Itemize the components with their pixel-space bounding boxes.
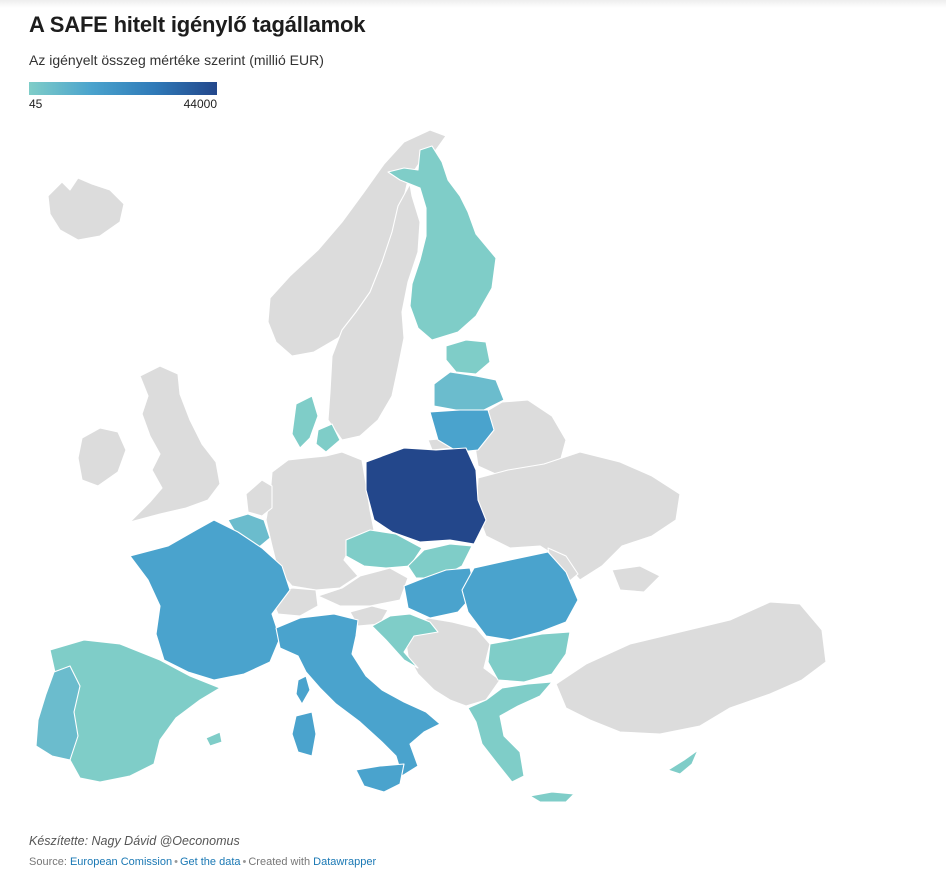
country-denmark[interactable] <box>291 395 341 453</box>
country-ireland[interactable] <box>77 427 127 487</box>
country-portugal[interactable] <box>35 665 81 761</box>
legend-labels: 45 44000 <box>29 97 217 113</box>
country-austria[interactable] <box>317 567 409 607</box>
country-iceland[interactable] <box>47 177 125 241</box>
country-uk[interactable] <box>129 365 221 523</box>
non-member-countries <box>47 129 827 735</box>
get-data-link[interactable]: Get the data <box>179 856 241 868</box>
country-sicily[interactable] <box>355 763 405 793</box>
country-netherlands[interactable] <box>245 479 273 517</box>
datawrapper-link[interactable]: Datawrapper <box>313 856 377 868</box>
country-slovakia[interactable] <box>407 543 473 579</box>
source-prefix: Source: <box>29 856 70 868</box>
separator-dot: • <box>174 856 178 868</box>
member-countries <box>35 145 699 803</box>
country-lithuania[interactable] <box>429 409 495 453</box>
country-crete[interactable] <box>529 791 575 803</box>
country-croatia[interactable] <box>371 613 439 669</box>
separator-dot: • <box>242 856 247 868</box>
europe-map <box>35 129 827 803</box>
country-estonia[interactable] <box>445 339 491 375</box>
country-france[interactable] <box>129 519 291 681</box>
country-ukraine[interactable] <box>475 451 681 581</box>
legend-max-label: 44000 <box>183 97 217 111</box>
country-russia-crimea[interactable] <box>611 565 661 593</box>
country-italy[interactable] <box>275 613 441 777</box>
country-poland[interactable] <box>365 447 487 545</box>
source-line: Source: European Comission • Get the data •… <box>29 856 376 868</box>
legend-min-label: 45 <box>29 97 43 111</box>
country-sweden[interactable] <box>327 183 421 441</box>
chart-subtitle: Az igényelt összeg mértéke szerint (mill… <box>29 52 324 68</box>
country-corsica[interactable] <box>295 675 311 705</box>
country-bulgaria[interactable] <box>487 631 571 683</box>
created-with-text: Created with <box>248 856 314 868</box>
top-shadow <box>0 0 946 8</box>
country-greece[interactable] <box>467 681 553 783</box>
country-sardinia[interactable] <box>291 711 317 757</box>
color-legend: 45 44000 <box>29 82 217 113</box>
country-romania[interactable] <box>461 551 579 641</box>
country-cyprus[interactable] <box>667 749 699 775</box>
source-link[interactable]: European Comission <box>69 856 173 868</box>
country-balearic[interactable] <box>205 731 223 747</box>
country-balkans[interactable] <box>403 617 501 707</box>
country-latvia[interactable] <box>433 371 505 411</box>
legend-gradient-bar <box>29 82 217 95</box>
country-finland[interactable] <box>387 145 497 341</box>
author-credit: Készítette: Nagy Dávid @Oeconomus <box>29 834 240 848</box>
country-turkey[interactable] <box>555 601 827 735</box>
chart-title: A SAFE hitelt igénylő tagállamok <box>29 12 366 37</box>
